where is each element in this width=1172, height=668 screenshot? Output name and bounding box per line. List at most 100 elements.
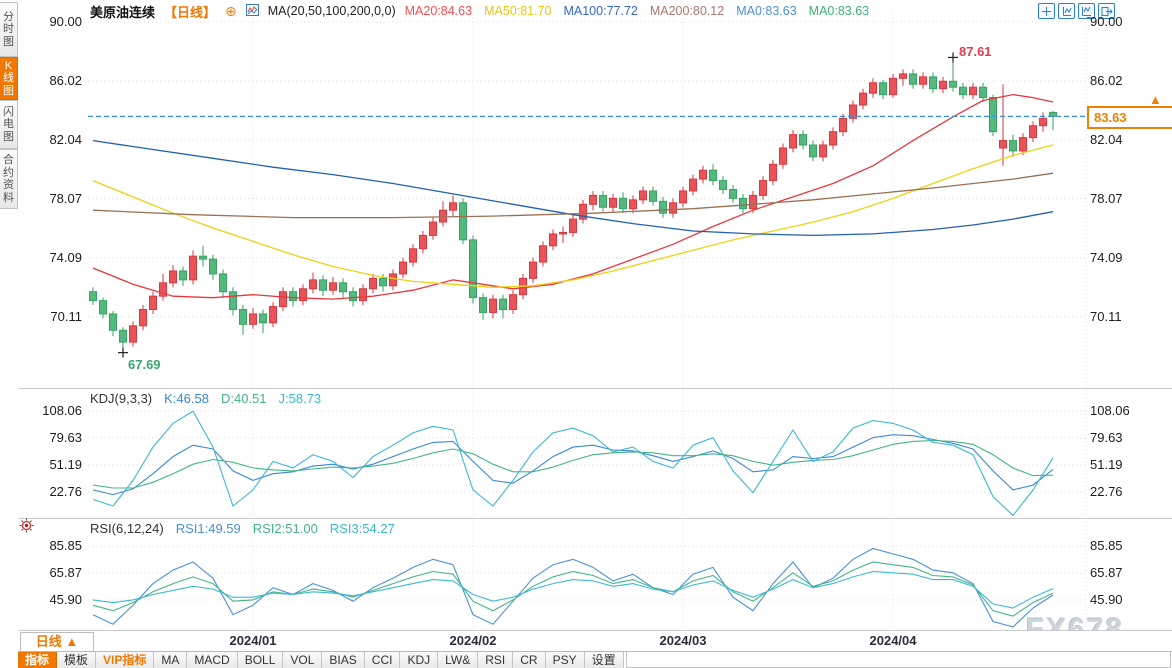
x-scale-icon[interactable]: [1078, 3, 1095, 19]
candle-body[interactable]: [729, 188, 737, 199]
kdj-label[interactable]: KDJ(9,3,3): [90, 391, 153, 406]
candle-body[interactable]: [619, 197, 627, 210]
plus-circle-icon[interactable]: ⊕: [225, 3, 237, 19]
candle-body[interactable]: [369, 277, 377, 290]
candle-body[interactable]: [709, 169, 717, 182]
indicator-tab-vip指标[interactable]: VIP指标: [96, 652, 155, 668]
candle-body[interactable]: [549, 233, 557, 247]
candle-body[interactable]: [139, 309, 147, 327]
indicator-tab-模板[interactable]: 模板: [57, 652, 97, 668]
candle-body[interactable]: [899, 73, 907, 79]
indicator-tab-macd[interactable]: MACD: [187, 652, 238, 668]
candle-body[interactable]: [859, 92, 867, 106]
candle-body[interactable]: [149, 295, 157, 311]
candle-body[interactable]: [689, 178, 697, 192]
candle-body[interactable]: [1029, 125, 1037, 139]
candle-body[interactable]: [489, 298, 497, 313]
indicator-settings-icon[interactable]: [19, 518, 34, 536]
candle-body[interactable]: [569, 218, 577, 233]
candle-body[interactable]: [339, 282, 347, 293]
candle-body[interactable]: [159, 282, 167, 297]
ma-settings-label[interactable]: MA(20,50,100,200,0,0): [267, 4, 396, 18]
candle-body[interactable]: [89, 291, 97, 302]
candle-body[interactable]: [589, 194, 597, 205]
candle-body[interactable]: [399, 261, 407, 275]
candle-body[interactable]: [799, 134, 807, 146]
candle-body[interactable]: [669, 202, 677, 214]
candle-body[interactable]: [259, 313, 267, 324]
candle-body[interactable]: [239, 309, 247, 325]
candle-body[interactable]: [129, 325, 137, 343]
candle-body[interactable]: [419, 234, 427, 250]
candle-body[interactable]: [459, 202, 467, 241]
candle-body[interactable]: [909, 73, 917, 85]
candle-body[interactable]: [349, 291, 357, 302]
candle-body[interactable]: [279, 291, 287, 308]
candle-body[interactable]: [789, 134, 797, 149]
candle-body[interactable]: [969, 86, 977, 96]
candle-body[interactable]: [499, 298, 507, 311]
candle-body[interactable]: [289, 291, 297, 302]
crosshair-icon[interactable]: [1038, 3, 1055, 19]
candle-body[interactable]: [869, 82, 877, 94]
candle-body[interactable]: [119, 329, 127, 343]
indicator-tab-cci[interactable]: CCI: [364, 652, 401, 668]
candle-body[interactable]: [179, 270, 187, 281]
candle-body[interactable]: [849, 104, 857, 119]
candle-body[interactable]: [929, 76, 937, 90]
period-selector[interactable]: 日线 ▲: [20, 632, 94, 652]
candle-body[interactable]: [389, 273, 397, 287]
candle-body[interactable]: [939, 80, 947, 90]
indicator-tab-ma[interactable]: MA: [154, 652, 188, 668]
candle-body[interactable]: [169, 270, 177, 284]
candle-body[interactable]: [229, 291, 237, 311]
candle-body[interactable]: [599, 194, 607, 208]
candle-body[interactable]: [759, 180, 767, 196]
candle-body[interactable]: [1019, 137, 1027, 152]
candle-body[interactable]: [379, 277, 387, 287]
candle-body[interactable]: [559, 231, 567, 235]
candle-body[interactable]: [829, 131, 837, 146]
indicator-tab-指标[interactable]: 指标: [18, 652, 58, 668]
candle-body[interactable]: [439, 209, 447, 223]
candle-body[interactable]: [449, 202, 457, 211]
candle-body[interactable]: [529, 261, 537, 279]
indicator-tab-boll[interactable]: BOLL: [237, 652, 284, 668]
sidebar-tab-3[interactable]: 闪电图: [0, 100, 18, 149]
candle-body[interactable]: [429, 221, 437, 236]
candle-body[interactable]: [819, 144, 827, 158]
indicator-tab-lw&[interactable]: LW&: [438, 652, 479, 668]
candle-body[interactable]: [839, 117, 847, 133]
indicator-tab-设置[interactable]: 设置: [584, 652, 624, 668]
candle-body[interactable]: [249, 313, 257, 325]
candle-body[interactable]: [1009, 140, 1017, 152]
candle-body[interactable]: [679, 190, 687, 204]
candle-body[interactable]: [299, 288, 307, 302]
last-price-tag[interactable]: 83.63: [1087, 106, 1172, 129]
candle-body[interactable]: [749, 194, 757, 210]
candle-body[interactable]: [809, 144, 817, 158]
indicator-tab-kdj[interactable]: KDJ: [400, 652, 439, 668]
candle-body[interactable]: [329, 282, 337, 291]
indicator-tab-psy[interactable]: PSY: [545, 652, 585, 668]
candle-body[interactable]: [779, 147, 787, 165]
candle-body[interactable]: [539, 245, 547, 263]
indicator-tab-bias[interactable]: BIAS: [322, 652, 365, 668]
candle-body[interactable]: [739, 197, 747, 210]
candle-body[interactable]: [99, 300, 107, 315]
candle-body[interactable]: [189, 255, 197, 281]
price-up-arrow-icon[interactable]: ▲: [1149, 92, 1162, 107]
candle-body[interactable]: [999, 140, 1007, 149]
y-scale-icon[interactable]: [1058, 3, 1075, 19]
candle-body[interactable]: [409, 248, 417, 263]
candle-body[interactable]: [319, 279, 327, 291]
candle-body[interactable]: [879, 82, 887, 96]
candle-body[interactable]: [269, 306, 277, 324]
popout-icon[interactable]: [1098, 3, 1115, 19]
candle-body[interactable]: [979, 86, 987, 99]
candle-body[interactable]: [579, 203, 587, 220]
candle-body[interactable]: [719, 180, 727, 190]
rsi-label[interactable]: RSI(6,12,24): [90, 521, 164, 536]
